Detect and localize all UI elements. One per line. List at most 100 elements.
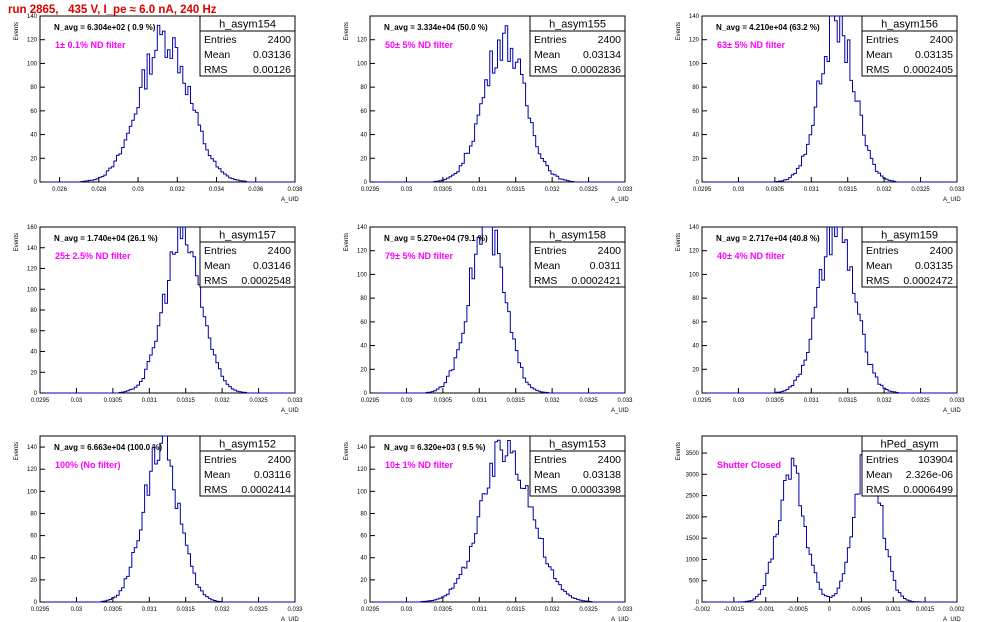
y-tick-label: 20 [30,578,37,584]
stats-entries-value: 2400 [598,245,622,257]
navg-text: N_avg = 6.663e+04 (100.0 %) [54,443,162,452]
stats-entries-value: 2400 [930,34,954,46]
x-tick-label: 0.0325 [911,398,930,404]
stats-box [529,226,626,288]
x-tick-label: 0.032 [877,187,893,193]
y-tick-label: 40 [30,133,37,139]
x-tick-label: 0.03 [71,607,83,613]
x-tick-label: -0.002 [693,607,711,613]
x-tick-label: 0.0305 [766,187,785,193]
y-tick-label: 80 [360,511,367,517]
stats-title: hPed_asym [880,439,938,451]
stats-mean-label: Mean [534,49,560,61]
y-tick-label: 100 [27,489,38,495]
y-tick-label: 2000 [686,515,700,521]
y-tick-label: 80 [30,511,37,517]
x-tick-label: 0.0315 [839,187,858,193]
x-tick-label: 0.0295 [361,607,380,613]
y-tick-label: 80 [30,308,37,314]
x-tick-label: 0.033 [617,607,633,613]
x-tick-label: 0.0325 [249,607,268,613]
y-tick-label: 140 [357,225,368,231]
x-tick-label: 0.03 [401,187,413,193]
y-tick-label: 20 [360,367,367,373]
stats-rms-value: 0.0006499 [903,484,953,496]
x-tick-label: 0.002 [949,607,965,613]
y-axis-label: Events [344,442,350,460]
y-axis-label: Events [676,22,682,40]
x-tick-label: -0.0005 [787,607,808,613]
y-tick-label: 3000 [686,472,700,478]
y-tick-label: 40 [360,344,367,350]
stats-rms-value: 0.0002472 [903,275,953,287]
y-tick-label: 0 [696,600,700,606]
y-tick-label: 100 [689,272,700,278]
histogram-panel: -0.002 -0.0015 -0.001 -0.0005 0 0.0005 0.001 0.… [676,435,965,622]
y-tick-label: 500 [689,579,700,585]
y-tick-label: 80 [360,296,367,302]
x-tick-label: 0.0305 [434,398,453,404]
x-tick-label: 0.0315 [507,607,526,613]
stats-title: h_asym155 [549,19,606,31]
navg-text: N_avg = 4.210e+04 (63.2 %) [716,23,820,32]
stats-entries-label: Entries [204,245,237,257]
stats-entries-value: 2400 [598,454,622,466]
x-tick-label: 0.033 [617,187,633,193]
filter-annotation: 63± 5% ND filter [717,40,785,50]
y-tick-label: 140 [27,14,38,20]
x-tick-label: -0.0015 [724,607,745,613]
x-tick-label: 0.0305 [766,398,785,404]
stats-rms-label: RMS [204,484,227,496]
x-tick-label: 0.0295 [693,398,712,404]
x-tick-label: 0.031 [472,187,488,193]
stats-title: h_asym153 [549,439,606,451]
y-axis-label: Events [14,442,20,460]
x-tick-label: 0.033 [949,187,965,193]
stats-rms-value: 0.0002405 [903,64,953,76]
x-tick-label: 0.03 [401,398,413,404]
stats-rms-label: RMS [866,484,889,496]
stats-mean-label: Mean [866,260,892,272]
x-tick-label: 0.034 [209,187,225,193]
histogram-panel: 0.0295 0.03 0.0305 0.031 0.0315 0.032 0.0325 0.… [676,225,965,414]
y-tick-label: 40 [360,556,367,562]
x-tick-label: 0.0315 [507,187,526,193]
navg-text: N_avg = 1.740e+04 (26.1 %) [54,234,158,243]
y-tick-label: 0 [34,600,38,606]
x-tick-label: 0.03 [401,607,413,613]
stats-rms-label: RMS [204,64,227,76]
stats-mean-label: Mean [204,49,230,61]
x-axis-label: A_UID [943,408,961,414]
x-tick-label: 0.0305 [434,607,453,613]
y-tick-label: 40 [692,344,699,350]
stats-entries-value: 2400 [268,245,292,257]
stats-entries-label: Entries [866,454,899,466]
x-tick-label: 0.031 [804,398,820,404]
histogram-curve [370,439,625,603]
y-tick-label: 100 [689,61,700,67]
stats-box [861,15,958,77]
histogram-curve [40,226,295,394]
stats-rms-label: RMS [534,64,557,76]
x-tick-label: 0.0325 [579,187,598,193]
y-tick-label: 160 [27,225,38,231]
stats-box [529,15,626,77]
x-tick-label: 0.03 [733,187,745,193]
x-axis-label: A_UID [281,617,299,622]
histogram-curve [370,226,625,394]
x-tick-label: 0.033 [287,398,303,404]
stats-box [861,226,958,288]
stats-rms-label: RMS [534,275,557,287]
y-tick-label: 80 [360,85,367,91]
y-tick-label: 140 [357,445,368,451]
y-tick-label: 100 [27,61,38,67]
y-tick-label: 60 [360,109,367,115]
stats-mean-value: 0.03135 [915,49,953,61]
stats-entries-value: 103904 [918,454,953,466]
stats-title: h_asym157 [219,230,276,242]
y-tick-label: 120 [357,249,368,255]
stats-mean-label: Mean [534,469,560,481]
stats-rms-value: 0.0002836 [571,64,621,76]
y-tick-label: 20 [30,370,37,376]
y-tick-label: 100 [27,287,38,293]
